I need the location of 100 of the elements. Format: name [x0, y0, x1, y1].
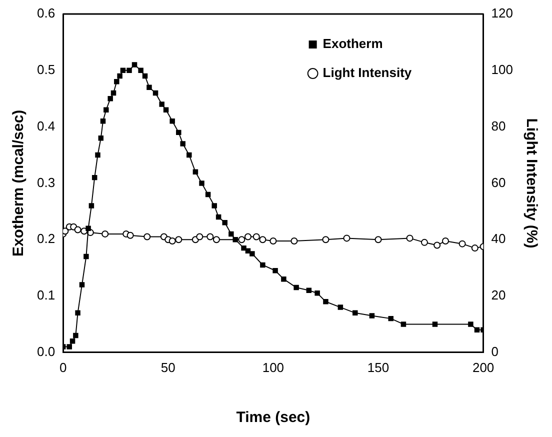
legend-label: Exotherm: [322, 36, 383, 52]
point: [110, 90, 116, 96]
y2-tick-label: 100: [491, 62, 514, 77]
point: [126, 232, 134, 239]
x-tick-label: 50: [160, 360, 176, 375]
point: [323, 299, 328, 304]
y2-tick-label: 60: [491, 174, 506, 190]
y-tick-label: 0.2: [36, 231, 56, 246]
point: [79, 282, 85, 288]
point: [63, 228, 69, 235]
point: [281, 276, 286, 282]
point: [142, 73, 148, 79]
point: [176, 130, 182, 136]
point: [199, 180, 204, 186]
x-axis-title: Time (sec): [236, 409, 310, 426]
point: [180, 141, 186, 146]
y-tick-label: 0.0: [36, 344, 56, 359]
point: [186, 152, 192, 158]
point: [73, 332, 78, 338]
point: [241, 245, 246, 251]
y-tick-label: 0.5: [36, 62, 56, 77]
point: [374, 236, 382, 244]
point: [205, 192, 211, 198]
y-tick-label: 0.3: [36, 174, 56, 190]
point: [75, 310, 80, 316]
point: [388, 316, 394, 322]
point: [98, 135, 104, 141]
y2-tick-label: 40: [491, 231, 506, 246]
point: [84, 254, 89, 260]
x-tick-label: 150: [367, 360, 390, 375]
point: [159, 102, 164, 107]
point: [290, 238, 298, 245]
y-axis-title: Exotherm (mcal/sec): [10, 110, 28, 257]
point: [314, 290, 320, 296]
point: [232, 236, 238, 242]
point: [272, 268, 278, 274]
point: [212, 203, 217, 208]
point: [343, 234, 350, 242]
point: [206, 233, 214, 240]
point: [222, 220, 228, 226]
point: [146, 84, 152, 90]
point: [175, 236, 182, 244]
point: [163, 107, 169, 112]
point: [100, 118, 106, 124]
point: [212, 236, 220, 244]
point: [108, 96, 113, 102]
point: [228, 231, 234, 237]
point: [294, 284, 299, 290]
point: [144, 233, 151, 240]
point: [322, 236, 330, 244]
legend-label: Light Intensity: [322, 65, 412, 80]
point: [102, 230, 109, 238]
point: [132, 62, 138, 68]
y-tick-label: 0.6: [36, 6, 56, 21]
point: [252, 233, 260, 240]
point: [196, 233, 204, 240]
point: [92, 174, 98, 180]
point: [474, 327, 480, 332]
point: [369, 313, 375, 318]
y2-tick-label: 20: [491, 288, 506, 303]
y2-axis-title: Light Intensity (%): [522, 118, 540, 248]
point: [270, 238, 277, 245]
point: [70, 338, 76, 344]
x-tick-label: 100: [262, 360, 284, 375]
point: [338, 304, 344, 310]
point: [74, 226, 82, 234]
point: [406, 234, 414, 242]
y-tick-label: 0.4: [36, 118, 56, 134]
point: [468, 322, 474, 327]
point: [138, 68, 144, 74]
point: [471, 244, 478, 252]
point: [400, 322, 406, 327]
point: [260, 262, 266, 268]
x-tick-label: 0: [59, 360, 67, 375]
point: [114, 79, 120, 84]
point: [432, 322, 438, 327]
point: [86, 226, 91, 231]
point: [120, 68, 126, 74]
point: [168, 238, 176, 245]
point: [117, 73, 122, 79]
point: [442, 238, 449, 245]
point: [152, 90, 158, 96]
point: [352, 310, 358, 316]
point: [95, 152, 100, 158]
point: [88, 203, 94, 208]
point: [244, 233, 252, 240]
point: [238, 236, 246, 244]
point: [306, 288, 312, 293]
point: [170, 118, 175, 124]
y2-tick-label: 0: [491, 344, 499, 359]
y2-tick-label: 120: [491, 6, 514, 21]
y-tick-label: 0.1: [36, 288, 56, 303]
point: [420, 238, 428, 246]
x-tick-label: 200: [472, 360, 494, 375]
point: [434, 242, 441, 249]
point: [250, 251, 255, 256]
point: [66, 344, 72, 350]
point: [126, 68, 132, 74]
point: [192, 169, 198, 175]
point: [216, 214, 222, 220]
